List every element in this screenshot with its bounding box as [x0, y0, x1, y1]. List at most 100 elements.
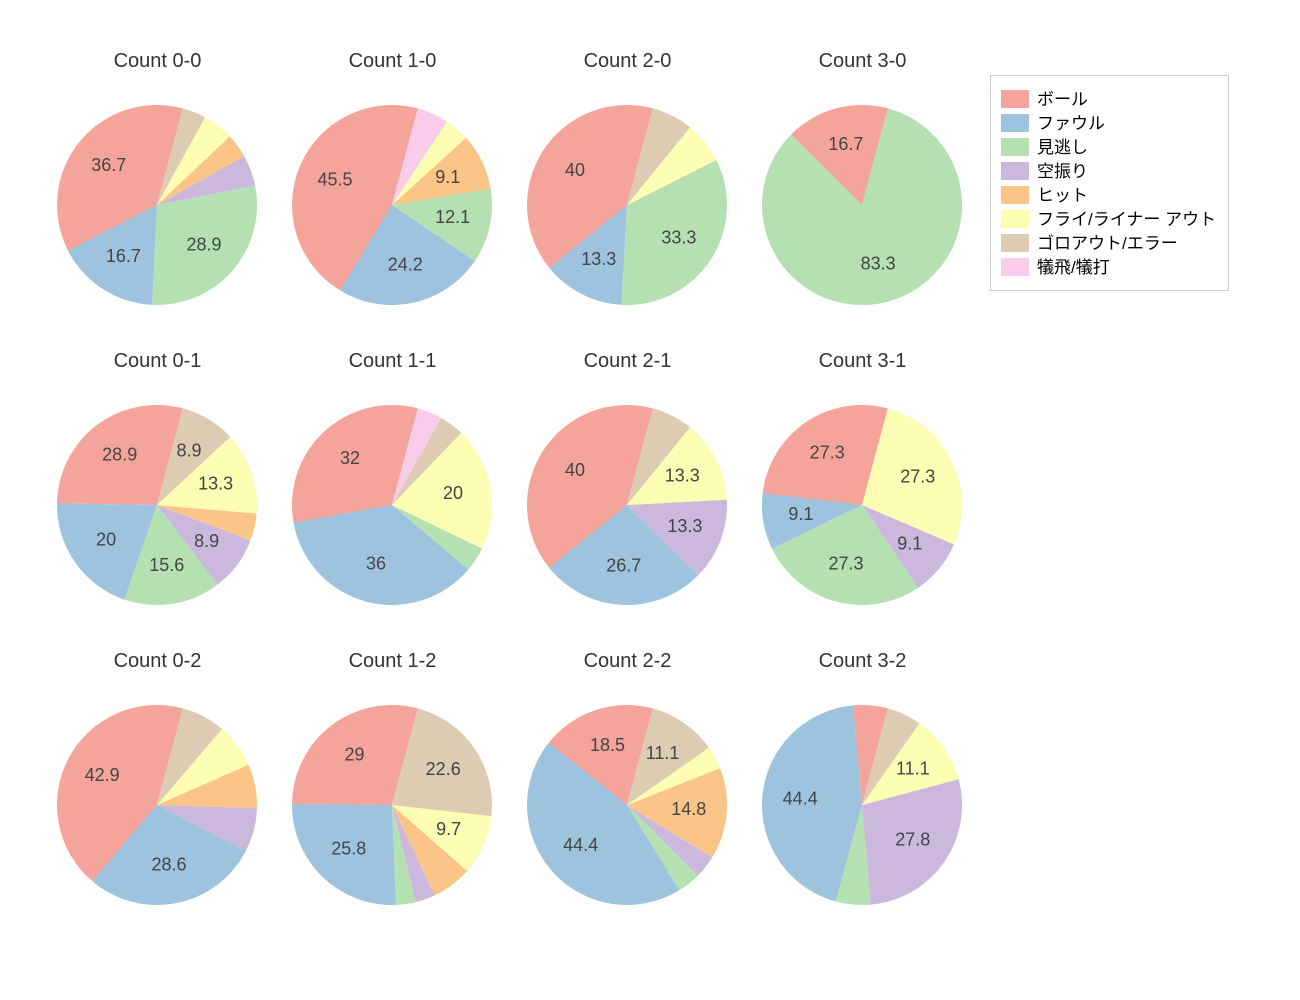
- legend-label: ゴロアウト/エラー: [1037, 235, 1178, 252]
- legend-swatch: [1001, 210, 1029, 228]
- pie-chart: Count 1-1323620: [275, 340, 510, 640]
- slice-label-called: 83.3: [861, 254, 896, 274]
- pie-chart: Count 2-14026.713.313.3: [510, 340, 745, 640]
- pie-chart: Count 0-2 42.9 28.6: [40, 640, 275, 940]
- slice-label-foul: 26.7: [606, 556, 641, 576]
- slice-label-swing: 8.9: [194, 531, 219, 551]
- slice-label-ball: 16.7: [828, 134, 863, 154]
- slice-label-flyout: 9.7: [436, 819, 461, 839]
- legend-label: ボール: [1037, 91, 1088, 108]
- slice-label-flyout: 13.3: [198, 474, 233, 494]
- slice-label-ball: 45.5: [317, 169, 352, 189]
- pie-svg: 323620: [275, 340, 510, 640]
- slice-label-called: 33.3: [661, 228, 696, 248]
- slice-label-foul: 16.7: [106, 246, 141, 266]
- slice-label-hit: 14.8: [671, 799, 706, 819]
- slice-label-foul: 24.2: [388, 254, 423, 274]
- chart-title: Count 1-0: [275, 50, 510, 73]
- slice-label-ball: 28.9: [102, 444, 137, 464]
- pie-svg: 40 26.7 13.3 13.3: [510, 340, 745, 640]
- slice-label-foul: 44.4: [563, 835, 598, 855]
- legend-swatch: [1001, 186, 1029, 204]
- slice-label-ball: 40: [565, 160, 585, 180]
- pie-chart: Count 0-1 28.9 20 15.6 8.9 13.3 8.9: [40, 340, 275, 640]
- pie-svg: 27.39.127.39.127.3: [745, 340, 980, 640]
- chart-title: Count 3-1: [745, 350, 980, 373]
- slice-label-foul: 13.3: [581, 249, 616, 269]
- chart-title: Count 1-1: [275, 350, 510, 373]
- slice-label-ball: 42.9: [85, 765, 120, 785]
- slice-label-called: 15.6: [149, 555, 184, 575]
- slice-label-foul: 36: [366, 554, 386, 574]
- pie-svg: 45.5 24.2 12.1 9.1: [275, 40, 510, 340]
- slice-label-called: 12.1: [435, 207, 470, 227]
- pie-svg: 42.9 28.6: [40, 640, 275, 940]
- legend-label: フライ/ライナー アウト: [1037, 211, 1216, 228]
- slice-label-flyout: 20: [443, 483, 463, 503]
- slice-label-hit: 9.1: [435, 167, 460, 187]
- legend-item: ヒット: [1001, 186, 1216, 204]
- legend-swatch: [1001, 90, 1029, 108]
- legend-label: ファウル: [1037, 115, 1105, 132]
- pie-chart: Count 2-0 40 13.3 33.3: [510, 40, 745, 340]
- legend-item: ゴロアウト/エラー: [1001, 234, 1216, 252]
- chart-title: Count 3-0: [745, 50, 980, 73]
- chart-title: Count 0-1: [40, 350, 275, 373]
- legend-item: 空振り: [1001, 162, 1216, 180]
- slice-label-foul: 44.4: [783, 788, 818, 808]
- legend-label: 空振り: [1037, 163, 1088, 180]
- legend-item: 見逃し: [1001, 138, 1216, 156]
- slice-label-ball: 18.5: [590, 735, 625, 755]
- slice-label-ball: 40: [565, 460, 585, 480]
- slice-label-groundout: 8.9: [176, 441, 201, 461]
- pie-svg: 16.7 83.3: [745, 40, 980, 340]
- chart-title: Count 1-2: [275, 650, 510, 673]
- slice-label-ball: 29: [344, 744, 364, 764]
- pie-chart: Count 0-0 36.7 16.7 28.9: [40, 40, 275, 340]
- legend-label: ヒット: [1037, 187, 1088, 204]
- legend-swatch: [1001, 138, 1029, 156]
- chart-title: Count 2-2: [510, 650, 745, 673]
- slice-label-ball: 36.7: [91, 155, 126, 175]
- legend-swatch: [1001, 234, 1029, 252]
- chart-title: Count 2-0: [510, 50, 745, 73]
- legend-item: ボール: [1001, 90, 1216, 108]
- slice-label-swing: 9.1: [897, 533, 922, 553]
- slice-label-flyout: 13.3: [665, 466, 700, 486]
- slice-label-flyout: 27.3: [900, 467, 935, 487]
- legend-swatch: [1001, 162, 1029, 180]
- legend-item: ファウル: [1001, 114, 1216, 132]
- chart-title: Count 0-2: [40, 650, 275, 673]
- figure: Count 0-0 36.7 16.7 28.9 Count 1-0 45.5 24.2 12…: [0, 0, 1300, 1000]
- slice-label-foul: 20: [96, 529, 116, 549]
- slice-label-foul: 9.1: [788, 504, 813, 524]
- chart-title: Count 3-2: [745, 650, 980, 673]
- legend-label: 見逃し: [1037, 139, 1088, 156]
- legend: ボールファウル見逃し空振りヒットフライ/ライナー アウトゴロアウト/エラー犠飛/…: [990, 75, 1229, 291]
- slice-label-called: 28.9: [186, 234, 221, 254]
- pie-svg: 28.9 20 15.6 8.9 13.3 8.9: [40, 340, 275, 640]
- pie-svg: 18.5 44.4 14.8 11.1: [510, 640, 745, 940]
- legend-swatch: [1001, 114, 1029, 132]
- pie-chart: Count 1-0 45.5 24.2 12.1 9.1: [275, 40, 510, 340]
- legend-item: 犠飛/犠打: [1001, 258, 1216, 276]
- slice-label-swing: 27.8: [895, 829, 930, 849]
- pie-chart: Count 3-127.39.127.39.127.3: [745, 340, 980, 640]
- pie-chart: Count 1-2 29 25.8 9.7 22.6: [275, 640, 510, 940]
- legend-label: 犠飛/犠打: [1037, 259, 1110, 276]
- pie-chart: Count 3-244.427.811.1: [745, 640, 980, 940]
- slice-label-swing: 13.3: [667, 516, 702, 536]
- slice-label-groundout: 22.6: [426, 759, 461, 779]
- pie-svg: 36.7 16.7 28.9: [40, 40, 275, 340]
- slice-label-ball: 27.3: [810, 442, 845, 462]
- pie-svg: 29 25.8 9.7 22.6: [275, 640, 510, 940]
- pie-chart: Count 3-0 16.7 83.3: [745, 40, 980, 340]
- pie-svg: 40 13.3 33.3: [510, 40, 745, 340]
- legend-swatch: [1001, 258, 1029, 276]
- slice-label-groundout: 11.1: [646, 743, 680, 763]
- slice-label-foul: 28.6: [151, 855, 186, 875]
- chart-title: Count 0-0: [40, 50, 275, 73]
- slice-label-foul: 25.8: [331, 838, 366, 858]
- legend-item: フライ/ライナー アウト: [1001, 210, 1216, 228]
- pie-chart: Count 2-2 18.5 44.4 14.8 11.1: [510, 640, 745, 940]
